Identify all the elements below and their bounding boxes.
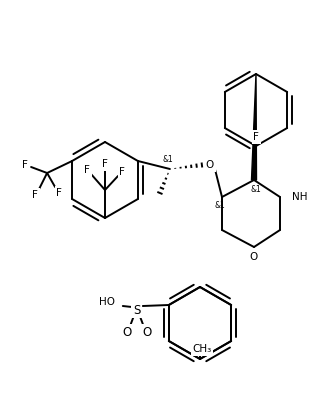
Text: F: F: [119, 167, 125, 177]
Text: F: F: [102, 159, 108, 169]
Text: O: O: [122, 326, 131, 339]
Text: F: F: [253, 132, 259, 142]
Text: F: F: [84, 165, 90, 175]
Text: HO: HO: [99, 297, 115, 307]
Text: NH: NH: [292, 192, 307, 202]
Text: O: O: [206, 160, 214, 170]
Text: S: S: [133, 304, 140, 317]
Text: F: F: [32, 190, 38, 200]
Text: &1: &1: [215, 202, 225, 211]
Text: O: O: [142, 326, 152, 339]
Text: CH₃: CH₃: [193, 344, 212, 354]
Text: F: F: [56, 188, 62, 198]
Text: &1: &1: [251, 184, 261, 193]
Polygon shape: [252, 74, 256, 180]
Text: O: O: [250, 252, 258, 262]
Text: &1: &1: [163, 155, 173, 164]
Text: F: F: [22, 160, 28, 170]
